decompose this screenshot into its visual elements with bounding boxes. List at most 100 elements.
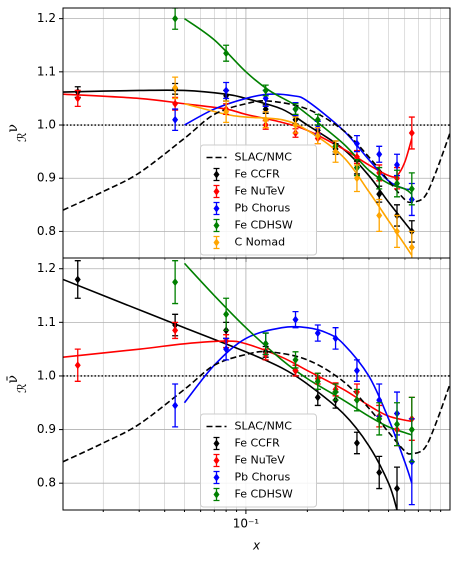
y-tick-label: 0.8 [37,476,56,490]
legend-label: Fe CCFR [235,437,281,450]
marker [394,179,401,188]
legend: SLAC/NMC Fe CCFR Fe NuTeV Pb Chorus Fe CDHSW… [200,144,317,256]
marker [172,83,179,92]
legend-label: Pb Chorus [235,471,291,484]
marker [262,105,269,114]
marker [172,401,179,410]
marker [74,361,81,370]
marker [353,366,360,375]
marker [262,94,269,103]
marker [172,115,179,124]
marker [292,366,299,375]
fit-curve [63,89,413,232]
legend-marker [213,221,220,230]
y-axis-label: ℛν [5,124,29,142]
marker [74,94,81,103]
marker [376,468,383,477]
y-axis-label: ℛν̄ [5,375,29,393]
marker [223,310,230,319]
marker [172,278,179,287]
legend-label: Fe CCFR [235,168,281,181]
marker [292,121,299,130]
legend-label: Fe CDHSW [235,219,293,232]
fit-curve [63,278,398,510]
fit-curve [183,325,413,484]
marker [408,243,415,252]
marker [292,355,299,364]
marker [314,131,321,140]
y-axis-label-sup: ν̄ [5,375,21,384]
legend-marker [213,204,220,213]
fit-curve [63,340,412,423]
fit-curve [184,93,412,191]
marker [394,160,401,169]
fit-curve [183,262,413,436]
marker [353,396,360,405]
legend-label: Fe NuTeV [235,185,286,198]
plot-area [63,8,450,258]
marker [223,86,230,95]
marker [394,484,401,493]
marker [314,393,321,402]
legend-label: SLAC/NMC [235,420,293,433]
legend-box [200,413,317,508]
y-tick-label: 1.0 [37,118,56,132]
legend-marker [213,456,220,465]
plot-frame [62,257,451,511]
marker [353,174,360,183]
legend-label: Pb Chorus [235,202,291,215]
marker [223,345,230,354]
y-tick-label: 0.8 [37,224,56,238]
y-tick-label: 1.0 [37,368,56,382]
legend-marker [213,473,220,482]
marker [292,105,299,114]
marker [353,438,360,447]
legend-label: Fe NuTeV [235,454,286,467]
marker [262,115,269,124]
marker [376,396,383,405]
legend-marker [213,439,220,448]
marker [353,139,360,148]
marker [394,227,401,236]
y-axis-label-base: ℛ [15,132,29,142]
legend-marker [213,187,220,196]
legend-label: Fe CDHSW [235,488,293,501]
y-tick-label: 1.1 [37,315,56,329]
marker [376,211,383,220]
y-tick-label: 0.9 [37,171,56,185]
marker [292,315,299,324]
marker [172,14,179,23]
y-tick-label: 1.2 [37,11,56,25]
y-axis-label-sup: ν [5,124,21,133]
y-tick-label: 0.9 [37,422,56,436]
legend-box [200,144,317,256]
y-tick-label: 1.1 [37,64,56,78]
marker [172,99,179,108]
marker [332,388,339,397]
marker [332,334,339,343]
marker [262,86,269,95]
legend-marker [213,490,220,499]
marker [172,326,179,335]
marker [376,414,383,423]
marker [74,275,81,284]
legend-label: C Nomad [235,236,286,249]
marker [376,174,383,183]
x-axis-label: x [252,539,261,553]
marker [408,425,415,434]
marker [223,49,230,58]
legend: SLAC/NMC Fe CCFR Fe NuTeV Pb Chorus Fe CDHSW [200,413,317,508]
legend-marker [213,170,220,179]
legend-marker [213,238,220,247]
marker [314,115,321,124]
legend-label: SLAC/NMC [235,151,293,164]
marker [314,377,321,386]
marker [376,190,383,199]
marker [262,339,269,348]
marker [332,147,339,156]
x-tick-label: 10⁻¹ [233,517,260,531]
marker [223,107,230,116]
y-axis-label-base: ℛ [15,383,29,393]
marker [408,129,415,137]
